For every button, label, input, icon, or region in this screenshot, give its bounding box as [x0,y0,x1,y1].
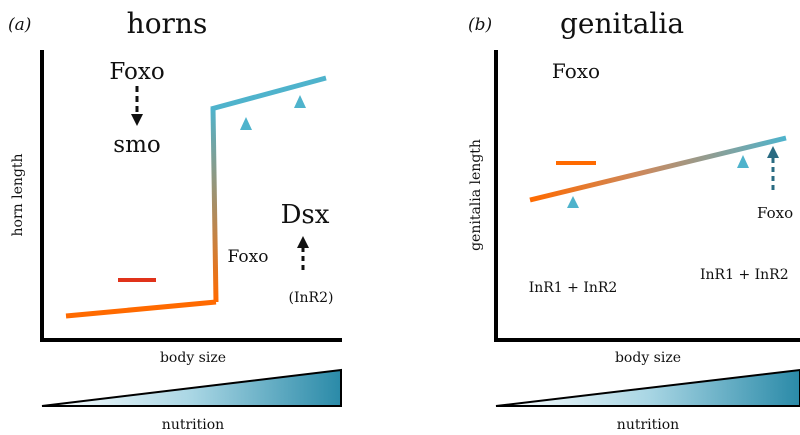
panel-a: (a) horns horn length body size Foxo smo… [8,7,342,433]
panel-a-xlabel: body size [160,350,226,366]
panel-b-inr-right-arrowhead [737,155,749,168]
panel-a-ylabel: horn length [10,154,26,237]
panel-a-title: horns [127,7,208,40]
panel-b-title: genitalia [560,7,684,40]
panel-a-inr2: (InR2) [289,290,334,306]
panel-a-foxo-top: Foxo [109,59,164,85]
panel-a-horn-curve [65,299,217,319]
panel-b-foxo-right: Foxo [757,204,793,222]
panel-b-ylabel: genitalia length [468,139,484,251]
panel-b: (b) genitalia genitalia length body size… [468,7,800,433]
panel-a-dsx-arrowhead [294,95,306,108]
panel-a-dsx: Dsx [281,200,330,230]
panel-b-letter: (b) [468,15,492,35]
panel-a-foxo-bottom: Foxo [228,247,269,267]
panel-a-nutrition-wedge [41,368,342,407]
panel-b-inr-right: InR1 + InR2 [700,267,789,283]
panel-b-nutrition-wedge [495,368,800,407]
panel-a-letter: (a) [8,15,31,35]
panel-b-axes [494,50,800,342]
panel-b-genitalia-curve [529,135,787,203]
panel-b-nutrition-label: nutrition [617,417,679,433]
panel-a-axes [40,50,342,342]
panel-b-inr-left-arrowhead [567,196,579,208]
panel-b-xlabel: body size [615,350,681,366]
panel-a-inr2-arrowhead [297,236,309,248]
panel-a-horn-curve-switch [210,107,219,303]
panel-b-foxo-right-arrowhead [767,146,779,158]
panel-a-foxo-bottom-arrowhead [240,117,252,130]
panel-a-horn-curve-upper [210,75,327,112]
panel-a-foxo-smo-arrowhead [131,114,143,126]
panel-a-smo: smo [113,132,160,158]
panel-b-inr-left: InR1 + InR2 [529,280,618,296]
panel-b-foxo-top: Foxo [552,59,600,83]
panel-a-nutrition-label: nutrition [162,417,224,433]
